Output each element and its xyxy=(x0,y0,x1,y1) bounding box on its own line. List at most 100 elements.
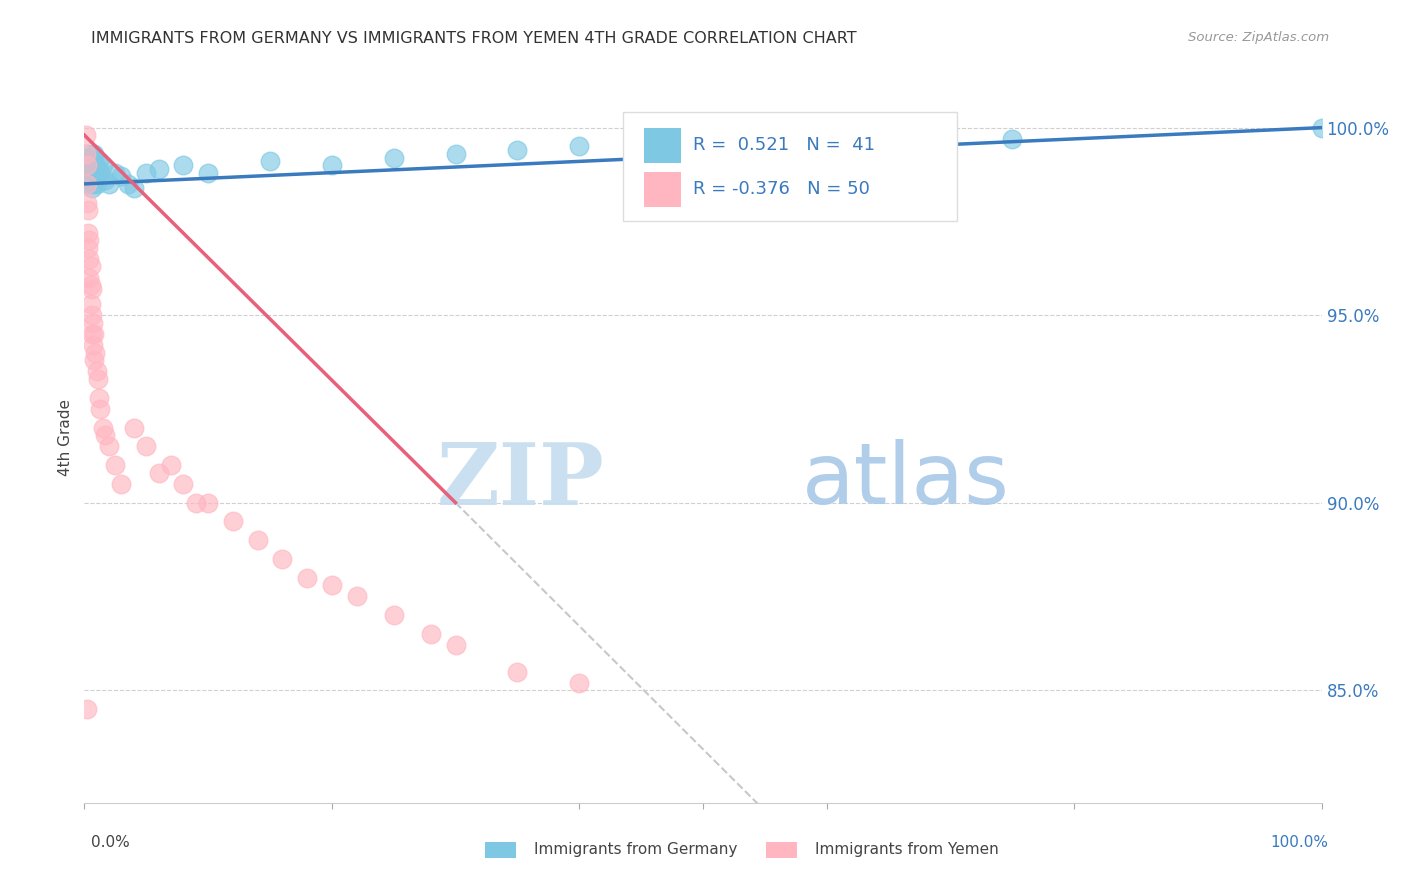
Point xyxy=(110,477,132,491)
Point xyxy=(89,401,111,416)
Point xyxy=(110,169,132,184)
Point xyxy=(79,233,101,247)
Point xyxy=(91,158,114,172)
Point xyxy=(94,173,117,187)
Point xyxy=(172,477,194,491)
Point xyxy=(86,177,108,191)
Point xyxy=(80,308,103,322)
Point xyxy=(259,154,281,169)
Point xyxy=(89,391,111,405)
Point xyxy=(84,169,107,184)
Point xyxy=(75,128,97,142)
Point xyxy=(382,151,405,165)
Point xyxy=(135,440,157,454)
Point xyxy=(692,136,714,150)
Point xyxy=(84,158,107,172)
Point xyxy=(75,147,97,161)
Point xyxy=(321,158,343,172)
Point xyxy=(76,702,98,716)
Point xyxy=(321,578,343,592)
Point xyxy=(86,364,108,378)
Point xyxy=(382,608,405,623)
Point xyxy=(122,420,145,434)
Point xyxy=(80,158,103,172)
Point xyxy=(80,326,103,341)
Point xyxy=(79,297,101,311)
Point xyxy=(83,147,105,161)
Point xyxy=(83,326,105,341)
Text: Immigrants from Yemen: Immigrants from Yemen xyxy=(815,842,1000,856)
Text: IMMIGRANTS FROM GERMANY VS IMMIGRANTS FROM YEMEN 4TH GRADE CORRELATION CHART: IMMIGRANTS FROM GERMANY VS IMMIGRANTS FR… xyxy=(91,31,858,46)
Bar xyxy=(644,128,681,163)
Point xyxy=(246,533,269,548)
Point xyxy=(148,466,170,480)
Point xyxy=(77,226,100,240)
Point xyxy=(444,147,467,161)
Text: R =  0.521   N =  41: R = 0.521 N = 41 xyxy=(693,136,875,154)
Point xyxy=(160,458,183,473)
FancyBboxPatch shape xyxy=(623,112,956,221)
Text: ZIP: ZIP xyxy=(436,439,605,523)
Point xyxy=(79,252,101,266)
Point xyxy=(184,496,207,510)
Point xyxy=(104,458,127,473)
Point xyxy=(76,195,98,210)
Point xyxy=(79,169,101,184)
Point xyxy=(295,571,318,585)
Point xyxy=(89,154,111,169)
Point xyxy=(87,161,110,176)
Point xyxy=(135,166,157,180)
Point xyxy=(172,158,194,172)
Point xyxy=(79,278,101,293)
Point xyxy=(80,282,103,296)
Point xyxy=(79,173,101,187)
Point xyxy=(506,665,529,679)
Text: R = -0.376   N = 50: R = -0.376 N = 50 xyxy=(693,180,870,198)
Point xyxy=(346,590,368,604)
Point xyxy=(506,143,529,157)
Point xyxy=(1310,120,1333,135)
Point xyxy=(94,428,117,442)
Point xyxy=(271,552,294,566)
Point xyxy=(122,180,145,194)
Point xyxy=(222,515,245,529)
Point xyxy=(1001,132,1024,146)
Point xyxy=(83,353,105,368)
Point xyxy=(79,161,101,176)
Bar xyxy=(644,171,681,207)
Point xyxy=(77,241,100,255)
Point xyxy=(568,139,591,153)
Point xyxy=(89,166,111,180)
Point xyxy=(197,496,219,510)
Point xyxy=(82,177,104,191)
Text: 0.0%: 0.0% xyxy=(91,836,131,850)
Point xyxy=(87,372,110,386)
Point xyxy=(148,161,170,176)
Point xyxy=(197,166,219,180)
Point xyxy=(98,177,121,191)
Point xyxy=(79,260,101,274)
Point xyxy=(83,166,105,180)
Point xyxy=(82,316,104,330)
Point xyxy=(79,270,101,285)
Point xyxy=(76,177,98,191)
Point xyxy=(419,627,441,641)
Point xyxy=(104,166,127,180)
Point xyxy=(568,675,591,690)
Point xyxy=(76,177,98,191)
Text: Immigrants from Germany: Immigrants from Germany xyxy=(534,842,738,856)
Point xyxy=(77,166,100,180)
Text: 100.0%: 100.0% xyxy=(1271,836,1329,850)
Y-axis label: 4th Grade: 4th Grade xyxy=(58,399,73,475)
Point xyxy=(91,420,114,434)
Point xyxy=(444,638,467,652)
Point xyxy=(117,177,139,191)
Point xyxy=(79,154,101,169)
Point xyxy=(76,158,98,172)
Text: atlas: atlas xyxy=(801,440,1010,523)
Point xyxy=(75,158,97,172)
Point xyxy=(82,338,104,352)
Point xyxy=(77,203,100,218)
Point xyxy=(84,345,107,359)
Text: Source: ZipAtlas.com: Source: ZipAtlas.com xyxy=(1188,31,1329,45)
